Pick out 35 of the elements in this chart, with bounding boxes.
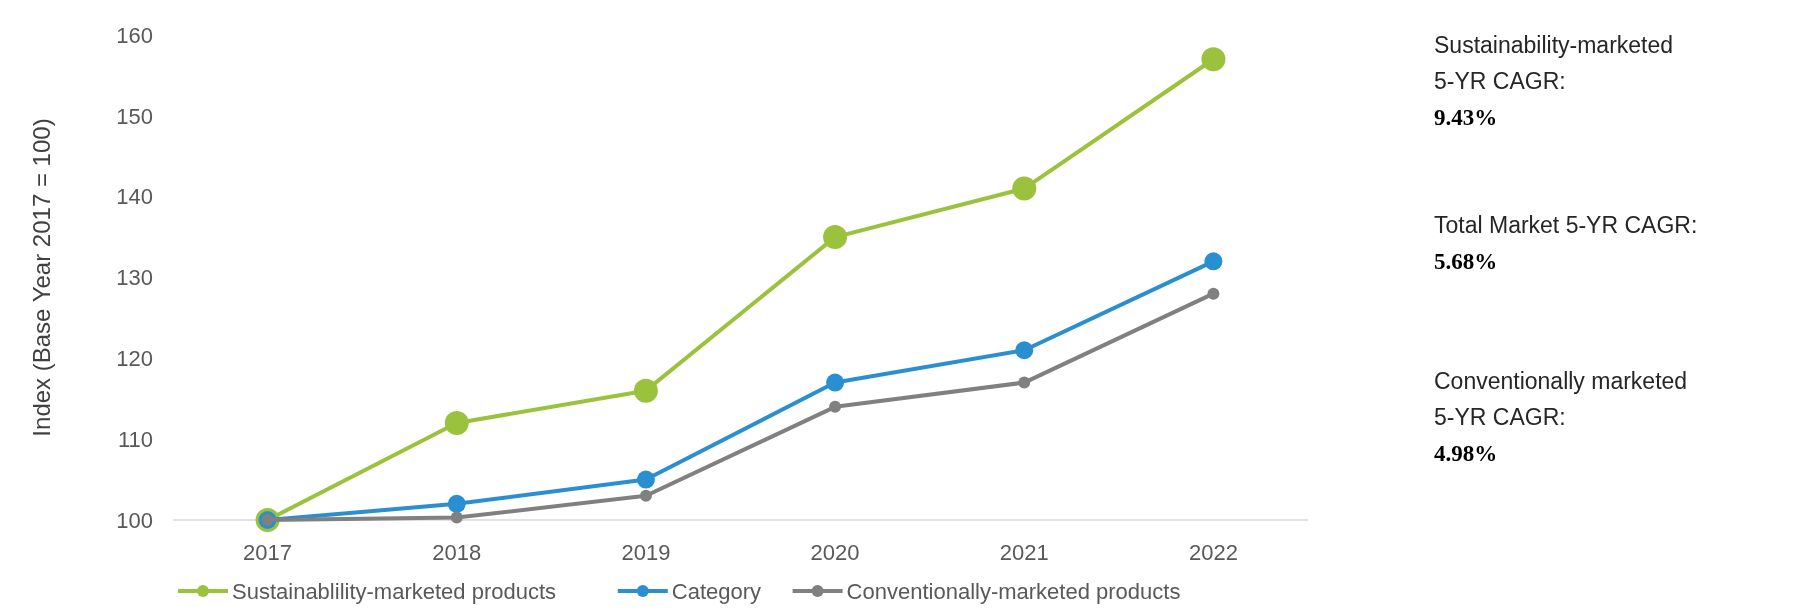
y-tick-label: 130 [116,265,153,291]
point [447,494,466,513]
x-tick-label: 2019 [621,540,671,565]
point [444,411,469,435]
x-tick-label: 2018 [432,540,482,565]
x-tick-label: 2022 [1188,540,1238,565]
legend-label: Sustainablility-marketed products [232,578,557,604]
point [829,400,842,413]
point [1012,176,1037,201]
x-tick-label: 2017 [243,540,293,565]
legend-label: Conventionally-marketed products [846,578,1181,604]
point [1015,341,1034,360]
point [1201,47,1226,72]
y-tick-label: 100 [116,507,153,533]
y-tick-label: 110 [117,426,153,452]
y-tick-label: 160 [116,22,153,48]
point [636,470,655,489]
legend-label: Category [671,578,762,604]
x-tick-label: 2020 [810,540,860,565]
point [1207,287,1220,300]
point [826,373,845,392]
text: Total Market 5-YR CAGR: 5.68% [1434,212,1698,275]
point [450,511,463,524]
y-tick-label: 120 [116,346,153,372]
y-tick-label: 150 [116,103,153,129]
point [823,225,848,250]
point [639,489,652,502]
y-tick-label: 140 [116,184,153,210]
y-axis-title: Index (Base Year 2017 = 100) [28,118,55,437]
point [1204,252,1223,271]
text: Conventionally marketed 5-YR CAGR: 4.98% [1434,368,1688,467]
point [633,378,658,403]
x-tick-label: 2021 [999,540,1049,565]
point [1018,376,1031,389]
text: Sustainability-marketed 5-YR CAGR: 9.43% [1434,32,1674,131]
